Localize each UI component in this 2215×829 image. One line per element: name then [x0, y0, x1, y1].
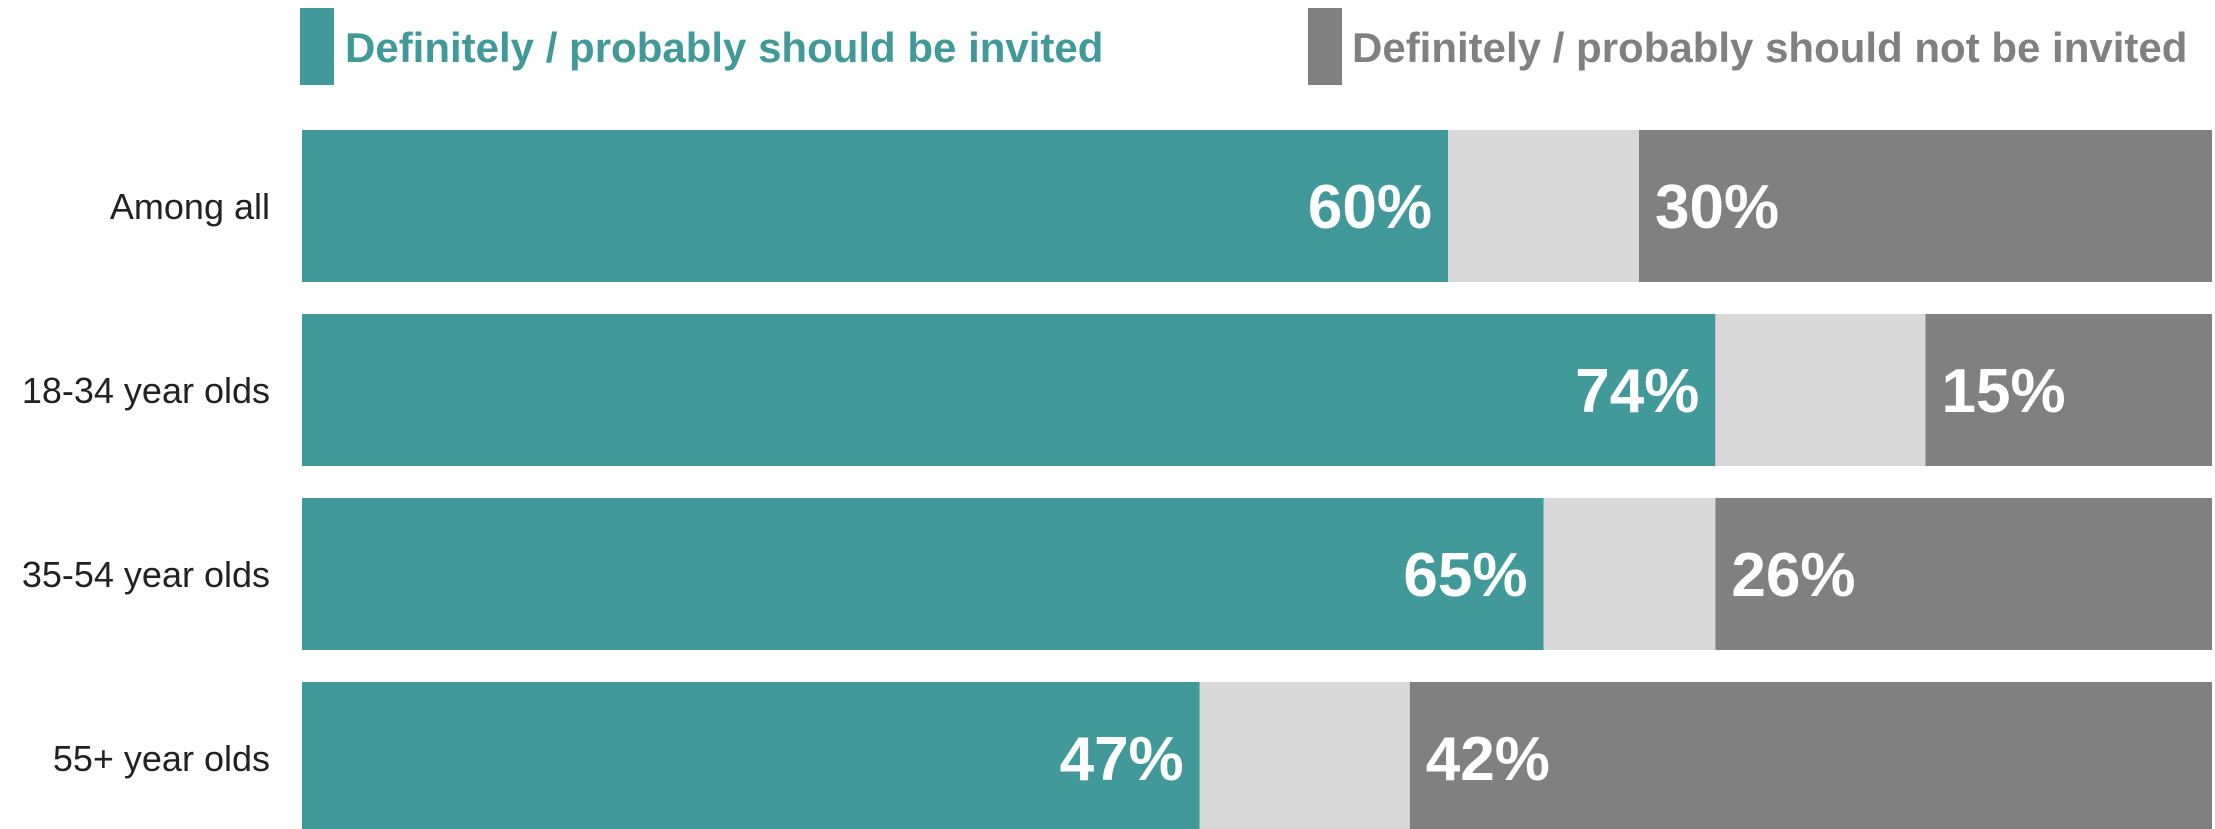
legend: Definitely / probably should be invited … [300, 8, 2187, 85]
category-label-55plus-year-olds: 55+ year olds [53, 738, 270, 779]
category-label-35-54-year-olds: 35-54 year olds [22, 554, 270, 595]
bar-neutral-35-54-year-olds [1543, 498, 1716, 650]
value-label-invited-35-54-year-olds: 65% [1403, 541, 1527, 610]
bar-not-invited-55plus-year-olds [1409, 682, 2212, 829]
bar-invited-55plus-year-olds [302, 682, 1200, 829]
bar-neutral-among-all [1448, 130, 1639, 282]
bar-invited-among-all [302, 130, 1448, 282]
bar-not-invited-18-34-year-olds [1925, 314, 2212, 466]
value-label-not-invited-55plus-year-olds: 42% [1426, 725, 1550, 794]
category-label-among-all: Among all [110, 186, 270, 227]
bar-neutral-18-34-year-olds [1715, 314, 1926, 466]
bar-not-invited-among-all [1639, 130, 2212, 282]
value-label-invited-55plus-year-olds: 47% [1060, 725, 1184, 794]
value-label-not-invited-35-54-year-olds: 26% [1731, 541, 1855, 610]
value-label-invited-18-34-year-olds: 74% [1575, 357, 1699, 426]
value-label-not-invited-among-all: 30% [1655, 173, 1779, 242]
bar-invited-35-54-year-olds [302, 498, 1544, 650]
value-label-not-invited-18-34-year-olds: 15% [1942, 357, 2066, 426]
legend-swatch-invited [300, 8, 334, 85]
bar-invited-18-34-year-olds [302, 314, 1716, 466]
bar-neutral-55plus-year-olds [1199, 682, 1410, 829]
value-label-invited-among-all: 60% [1308, 173, 1432, 242]
legend-label-not-invited: Definitely / probably should not be invi… [1352, 24, 2187, 71]
category-label-18-34-year-olds: 18-34 year olds [22, 370, 270, 411]
legend-swatch-not-invited [1308, 8, 1342, 85]
legend-label-invited: Definitely / probably should be invited [345, 24, 1103, 71]
bars-group: Among all 60% 30% 18-34 year olds 74% 15% 35-5… [22, 130, 2212, 829]
bar-not-invited-35-54-year-olds [1715, 498, 2212, 650]
